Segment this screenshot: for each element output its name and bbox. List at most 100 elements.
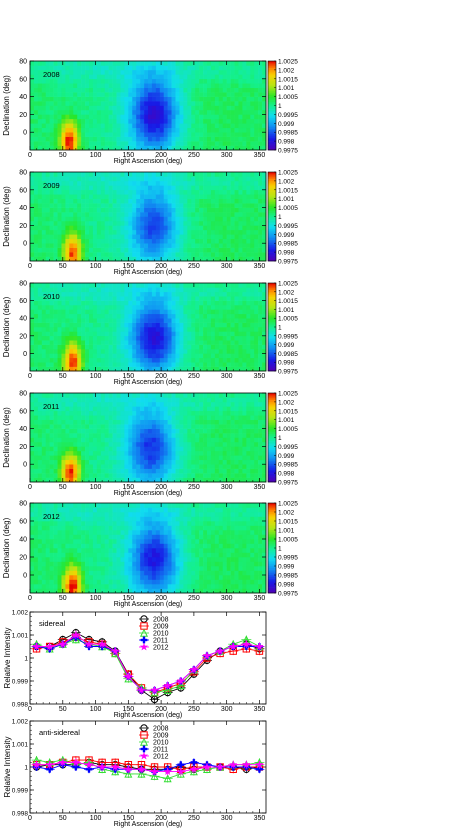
heatmap-cell: [171, 212, 176, 217]
heatmap-cell: [69, 327, 74, 332]
heatmap-cell: [81, 189, 86, 195]
heatmap-cell: [112, 252, 117, 257]
heatmap-cell: [144, 397, 149, 403]
heatmap-cell: [214, 256, 220, 262]
heatmap-cell: [175, 141, 180, 146]
heatmap-cell: [61, 96, 66, 102]
heatmap-cell: [53, 296, 58, 301]
heatmap-cell: [100, 397, 106, 403]
heatmap-cell: [120, 349, 125, 354]
heatmap-cell: [124, 132, 129, 137]
heatmap-cell: [124, 340, 129, 345]
colorbar-segment: [268, 207, 276, 210]
heatmap-cell: [112, 185, 117, 191]
heatmap-cell: [179, 327, 184, 332]
heatmap-cell: [262, 238, 267, 244]
heatmap-cell: [195, 83, 200, 88]
heatmap-cell: [124, 74, 129, 80]
heatmap-cell: [195, 78, 200, 84]
heatmap-cell: [210, 256, 216, 262]
heatmap-cell: [61, 61, 66, 66]
heatmap-cell: [45, 118, 50, 124]
heatmap-cell: [144, 87, 149, 93]
heatmap-cell: [159, 406, 165, 412]
heatmap-cell: [92, 83, 98, 88]
heatmap-cell: [144, 366, 149, 372]
heatmap-cell: [183, 83, 188, 88]
heatmap-cell: [167, 220, 172, 226]
heatmap-cell: [179, 450, 184, 456]
heatmap-cell: [41, 207, 47, 213]
heatmap-cell: [179, 105, 184, 111]
heatmap-cell: [116, 300, 121, 306]
heatmap-cell: [159, 309, 165, 315]
heatmap-cell: [234, 105, 239, 111]
heatmap-cell: [159, 92, 165, 97]
heatmap-cell: [69, 185, 74, 191]
colorbar-segment: [268, 255, 276, 258]
heatmap-cell: [37, 243, 43, 248]
heatmap-cell: [199, 393, 204, 398]
heatmap-cell: [218, 247, 224, 253]
heatmap-cell: [132, 189, 137, 195]
heatmap-cell: [203, 74, 208, 80]
colorbar-segment: [268, 146, 276, 149]
heatmap-cell: [61, 366, 66, 372]
heatmap-cell: [144, 287, 149, 293]
heatmap-cell: [254, 172, 259, 177]
heatmap-cell: [226, 189, 231, 195]
heatmap-cell: [167, 464, 172, 469]
heatmap-cell: [140, 180, 145, 186]
heatmap-cell: [218, 362, 224, 367]
heatmap-cell: [238, 256, 243, 262]
heatmap-cell: [203, 473, 208, 478]
colorbar-tick-label: 1.001: [278, 307, 295, 314]
heatmap-cell: [207, 229, 212, 235]
heatmap-cell: [210, 349, 216, 354]
heatmap-cell: [136, 473, 141, 478]
heatmap-cell: [89, 176, 94, 182]
heatmap-cell: [234, 69, 239, 75]
heatmap-cell: [136, 234, 141, 240]
heatmap-cell: [92, 450, 98, 456]
heatmap-cell: [207, 357, 212, 363]
heatmap-cell: [207, 101, 212, 106]
heatmap-cell: [144, 410, 149, 416]
heatmap-cell: [41, 220, 47, 226]
heatmap-cell: [140, 309, 145, 315]
heatmap-cell: [49, 118, 54, 124]
heatmap-cell: [120, 446, 125, 452]
heatmap-cell: [104, 189, 109, 195]
heatmap-cell: [262, 216, 267, 222]
heatmap-cell: [81, 473, 86, 478]
heatmap-cell: [61, 132, 66, 137]
heatmap-cell: [262, 300, 267, 306]
heatmap-cell: [30, 198, 35, 204]
heatmap-cell: [57, 349, 62, 354]
heatmap-cell: [136, 145, 141, 151]
heatmap-cell: [222, 322, 227, 328]
heatmap-cell: [96, 283, 102, 288]
heatmap-cell: [136, 362, 141, 367]
heatmap-cell: [65, 216, 70, 222]
heatmap-cell: [163, 362, 168, 367]
y-tick-label: 40: [19, 94, 27, 101]
heatmap-cell: [199, 318, 204, 323]
heatmap-cell: [207, 397, 212, 403]
heatmap-cell: [175, 92, 180, 97]
heatmap-cell: [210, 194, 216, 199]
heatmap-cell: [136, 477, 141, 483]
heatmap-cell: [85, 247, 90, 253]
heatmap-cell: [191, 450, 196, 456]
heatmap-cell: [61, 220, 66, 226]
heatmap-cell: [41, 127, 47, 133]
heatmap-cell: [116, 87, 121, 93]
heatmap-cell: [81, 198, 86, 204]
heatmap-cell: [226, 101, 231, 106]
heatmap-cell: [92, 180, 98, 186]
heatmap-cell: [57, 87, 62, 93]
heatmap-cell: [203, 415, 208, 420]
x-axis-label: Right Ascension (deg): [114, 379, 182, 386]
heatmap-cell: [65, 287, 70, 293]
